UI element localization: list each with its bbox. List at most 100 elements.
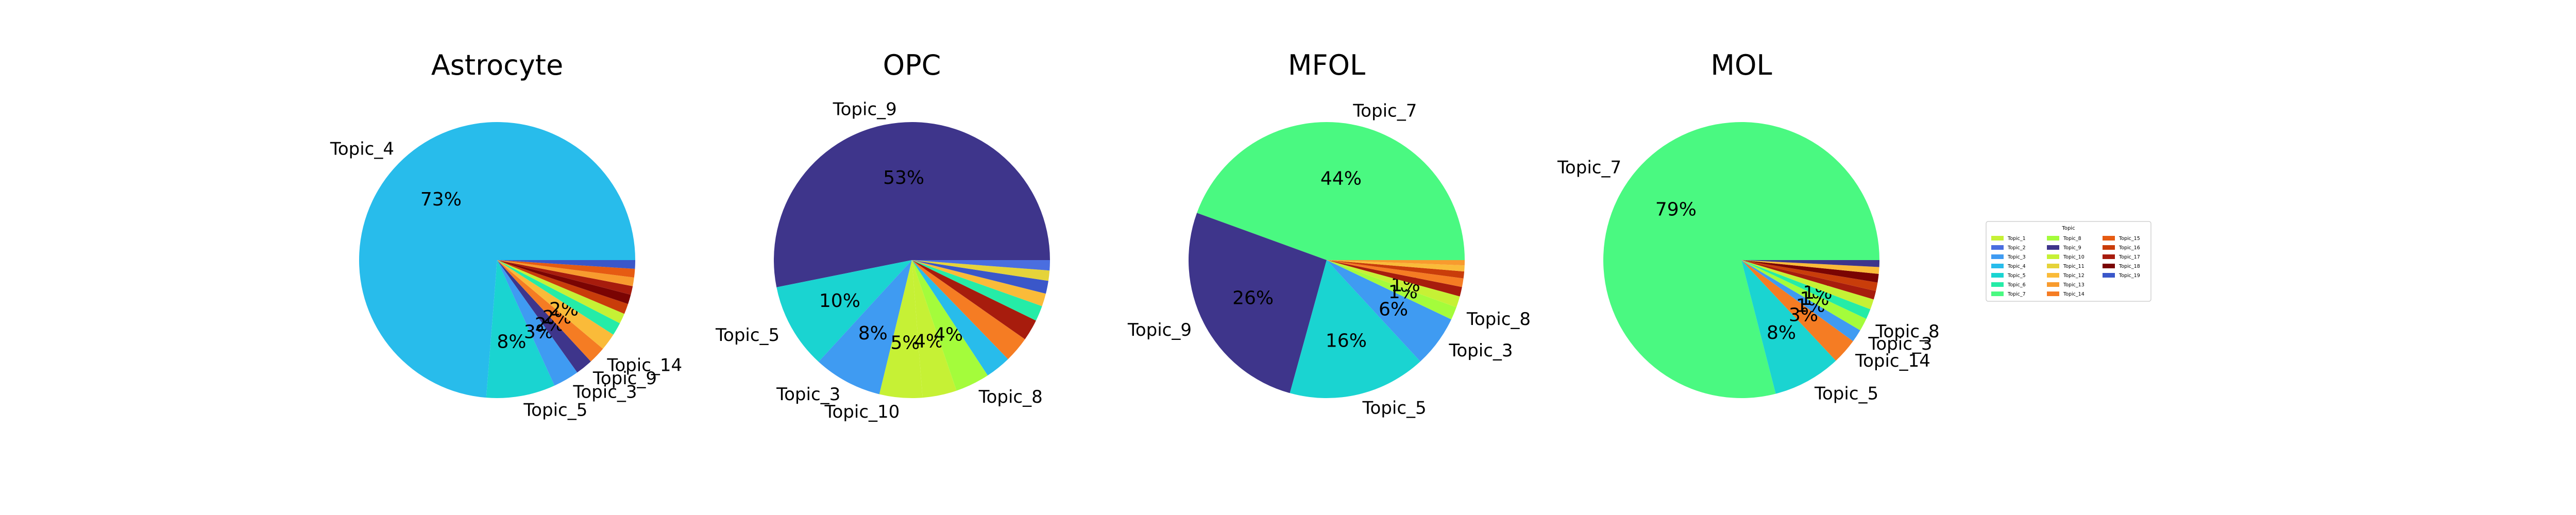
legend-item-topic-10: Topic_10: [2047, 254, 2084, 260]
chart-title: OPC: [883, 49, 941, 81]
slice-topic-label: Topic_5: [1814, 383, 1878, 404]
pie-slice-topic-19: [912, 260, 1048, 294]
slice-topic-label: Topic_10: [824, 402, 900, 422]
legend-label: Topic_1: [2007, 236, 2026, 242]
legend-label: Topic_11: [2063, 264, 2084, 269]
legend-item-topic-19: Topic_19: [2103, 273, 2140, 279]
pie-slice-topic-8: [912, 260, 988, 391]
legend-frame: [1986, 221, 2151, 302]
slice-topic-label: Topic_3: [1448, 340, 1513, 361]
legend-swatch: [2047, 264, 2059, 268]
pie-slice-topic-1: [1327, 260, 1460, 307]
pie-slice-topic-13: [497, 260, 634, 286]
slice-percent-label: 8%: [497, 331, 526, 352]
slice-percent-label: 44%: [1320, 168, 1362, 190]
legend-title: Topic: [2061, 226, 2075, 231]
legend-item-topic-8: Topic_8: [2047, 236, 2081, 242]
legend-label: Topic_8: [2063, 236, 2081, 242]
legend-swatch: [2103, 254, 2115, 259]
legend-item-topic-16: Topic_16: [2103, 245, 2140, 251]
chart-title: Astrocyte: [431, 49, 563, 81]
legend-item-topic-17: Topic_17: [2103, 254, 2140, 260]
pie-slice-topic-1: [497, 260, 624, 323]
pie-slice-topic-9: [774, 122, 1050, 287]
pie-slice-topic-6: [1741, 260, 1871, 319]
pie-slice-topic-18: [1741, 260, 1879, 283]
legend-item-topic-7: Topic_7: [1991, 291, 2026, 297]
pie-slice-topic-6: [912, 260, 1042, 321]
pie-slice-topic-14: [1741, 260, 1853, 361]
legend-swatch: [1991, 236, 2004, 241]
legend-label: Topic_17: [2119, 254, 2140, 260]
pie-chart-mol: MOL79%Topic_78%Topic_53%Topic_141%Topic_…: [1557, 49, 1940, 404]
pie-slice-topic-4: [912, 260, 1008, 375]
legend-swatch: [2103, 245, 2115, 250]
pie-chart-mfol: MFOL 44% Topic_7 26% Topic_9 16% Topic_5 6% Topi…: [1127, 49, 1531, 419]
slice-percent-label: 79%: [1655, 199, 1697, 220]
legend-item-topic-18: Topic_18: [2103, 264, 2140, 269]
legend-label: Topic_7: [2007, 291, 2026, 297]
pie-slice-topic-16: [497, 260, 629, 314]
pie-chart-opc: OPC 53% Topic_9 10% Topic_5 8% Topic_3 5% Topic_…: [715, 49, 1050, 422]
pie-slice-topic-15: [497, 260, 635, 278]
legend-swatch: [2047, 254, 2059, 259]
legend-item-topic-15: Topic_15: [2103, 236, 2140, 242]
pie-slice-topic-17: [1327, 260, 1462, 297]
pie-slice-topic-17: [497, 260, 633, 295]
legend-swatch: [2103, 236, 2115, 241]
pie-slice-topic-3: [1327, 260, 1451, 362]
legend-swatch: [1991, 273, 2004, 278]
pie-slice-topic-17: [912, 260, 1036, 339]
legend-item-topic-6: Topic_6: [1991, 282, 2026, 288]
slice-topic-label: Topic_3: [572, 382, 637, 402]
legend-swatch: [1991, 264, 2004, 268]
legend-swatch: [2047, 245, 2059, 250]
slice-percent-label: 53%: [883, 167, 924, 188]
legend-item-topic-9: Topic_9: [2047, 245, 2081, 251]
legend-swatch: [2047, 282, 2059, 287]
pie-chart-astrocyte: Astrocyte73%Topic_48%Topic_53%Topic_32%T…: [330, 49, 682, 420]
pie-slice-topic-9: [1188, 213, 1327, 393]
legend-swatch: [2047, 236, 2059, 241]
legend-item-topic-3: Topic_3: [1991, 254, 2026, 260]
legend-label: Topic_5: [2007, 273, 2026, 279]
pie-slice-topic-14: [1327, 260, 1464, 287]
slice-percent-label: 8%: [1767, 322, 1796, 344]
legend-label: Topic_12: [2063, 273, 2084, 279]
slice-percent-label: 10%: [819, 290, 860, 312]
slice-topic-label: Topic_9: [592, 368, 657, 389]
pie-slice-topic-14: [912, 260, 1025, 359]
slice-topic-label: Topic_8: [1466, 309, 1531, 330]
slice-topic-label: Topic_4: [330, 139, 394, 159]
slice-percent-label: 8%: [858, 323, 888, 344]
pie-slice-topic-2: [912, 260, 1050, 271]
pie-slice-topic-12: [1741, 260, 1879, 274]
legend-swatch: [2047, 273, 2059, 278]
pie-slice-topic-12: [497, 260, 614, 349]
pie-panels: Astrocyte73%Topic_48%Topic_53%Topic_32%T…: [330, 49, 1940, 422]
pie-slice-topic-5: [776, 260, 912, 362]
legend-label: Topic_16: [2119, 245, 2140, 251]
slice-topic-label: Topic_7: [1352, 101, 1417, 122]
pie-slice-topic-9: [1741, 260, 1879, 267]
legend-label: Topic_15: [2119, 236, 2140, 242]
legend-label: Topic_6: [2007, 282, 2026, 288]
legend-swatch: [2103, 264, 2115, 268]
slice-percent-label: 73%: [420, 189, 462, 210]
pie-slice-topic-17: [1741, 260, 1876, 300]
slice-topic-label: Topic_9: [833, 99, 897, 120]
legend-label: Topic_4: [2007, 264, 2026, 269]
slice-topic-label: Topic_8: [1875, 321, 1940, 342]
pie-slice-topic-5: [1741, 260, 1836, 394]
pie-slice-topic-4: [359, 122, 635, 398]
pie-slice-topic-3: [1741, 260, 1860, 341]
pie-slice-topic-11: [912, 260, 1050, 281]
legend-item-topic-4: Topic_4: [1991, 264, 2026, 269]
legend-item-topic-1: Topic_1: [1991, 236, 2026, 242]
slice-topic-label: Topic_14: [606, 355, 682, 375]
legend-label: Topic_13: [2063, 282, 2084, 288]
pie-slice-topic-16: [1741, 260, 1878, 291]
legend-item-topic-2: Topic_2: [1991, 245, 2026, 251]
slice-percent-label: 6%: [1379, 299, 1408, 320]
